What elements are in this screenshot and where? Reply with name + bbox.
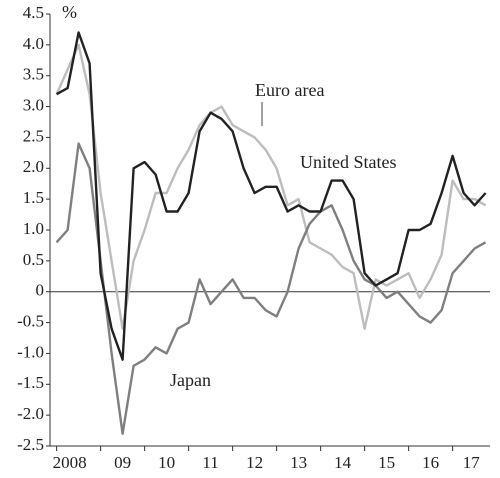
x-tick-label: 15	[378, 453, 395, 472]
y-tick-label: -2.0	[17, 404, 44, 423]
x-tick-label: 09	[114, 453, 131, 472]
x-tick-label: 12	[246, 453, 263, 472]
y-tick-label: -1.5	[17, 373, 44, 392]
y-tick-label: 3.0	[23, 95, 44, 114]
annotation: Japan	[170, 370, 211, 390]
y-tick-label: 4.0	[23, 34, 44, 53]
y-tick-label: 0.5	[23, 250, 44, 269]
series-line	[56, 31, 487, 361]
x-tick-label: 16	[422, 453, 439, 472]
series-line	[55, 142, 487, 435]
y-tick-label: 4.5	[23, 3, 44, 22]
y-tick-label: 2.0	[23, 157, 44, 176]
y-tick-label: -2.5	[17, 435, 44, 454]
y-tick-label: 0	[36, 281, 45, 300]
x-tick-label: 11	[202, 453, 218, 472]
unit-label: %	[62, 2, 77, 22]
x-tick-label: 17	[463, 453, 481, 472]
annotation: United States	[300, 152, 397, 172]
x-tick-label: 10	[158, 453, 175, 472]
y-tick-label: -0.5	[17, 311, 44, 330]
x-tick-label: 14	[334, 453, 352, 472]
y-tick-label: -1.0	[17, 342, 44, 361]
y-tick-label: 1.5	[23, 188, 44, 207]
y-tick-label: 2.5	[23, 126, 44, 145]
x-tick-label: 13	[290, 453, 307, 472]
y-tick-label: 3.5	[23, 65, 44, 84]
series-line	[55, 43, 487, 330]
annotation: Euro area	[255, 80, 324, 100]
x-tick-label: 2008	[53, 453, 87, 472]
y-tick-label: 1.0	[23, 219, 44, 238]
